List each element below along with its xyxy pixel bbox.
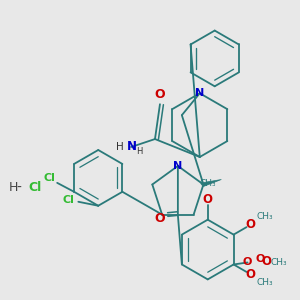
Text: N: N [173, 161, 182, 171]
Text: O: O [256, 254, 265, 265]
Text: N: N [127, 140, 137, 152]
Text: O: O [262, 255, 272, 268]
Text: Cl: Cl [28, 181, 42, 194]
Text: CH₃: CH₃ [270, 258, 287, 267]
Text: H: H [136, 148, 142, 157]
Text: O: O [203, 193, 213, 206]
Polygon shape [203, 179, 221, 187]
Text: O: O [155, 212, 165, 225]
Text: O: O [243, 257, 252, 268]
Text: O: O [246, 218, 256, 231]
Text: H: H [9, 181, 18, 194]
Text: CH₃: CH₃ [200, 179, 216, 188]
Text: Cl: Cl [43, 173, 55, 183]
Text: CH₃: CH₃ [256, 278, 273, 287]
Text: N: N [195, 88, 204, 98]
Text: CH₃: CH₃ [256, 212, 273, 221]
Text: -: - [16, 181, 21, 195]
Text: H: H [116, 142, 124, 152]
Text: Cl: Cl [62, 195, 74, 205]
Text: O: O [246, 268, 256, 281]
Text: O: O [154, 88, 165, 101]
